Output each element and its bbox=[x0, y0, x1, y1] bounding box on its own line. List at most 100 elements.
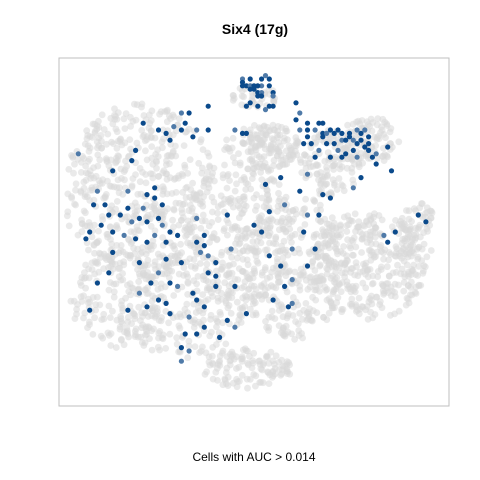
high-auc-cell-point bbox=[186, 110, 192, 116]
background-cell-point bbox=[248, 157, 256, 165]
background-cell-point bbox=[119, 270, 126, 277]
background-cell-point bbox=[134, 226, 141, 234]
high-auc-cell-point bbox=[152, 195, 158, 201]
background-cell-point bbox=[331, 179, 338, 187]
background-cell-point bbox=[388, 287, 396, 295]
high-auc-cell-point bbox=[262, 107, 269, 113]
high-auc-cell-point bbox=[87, 307, 93, 313]
background-cell-point bbox=[133, 101, 141, 109]
background-cell-point bbox=[129, 285, 137, 292]
background-cell-point bbox=[239, 139, 247, 147]
high-auc-cell-point bbox=[213, 273, 219, 279]
background-cell-point bbox=[331, 275, 339, 283]
background-cell-point bbox=[199, 343, 206, 351]
background-cell-point bbox=[296, 156, 304, 164]
background-cell-point bbox=[348, 295, 356, 303]
high-auc-cell-point bbox=[362, 127, 368, 133]
background-cell-point bbox=[245, 361, 252, 369]
background-cell-point bbox=[343, 228, 351, 235]
background-cell-point bbox=[106, 206, 114, 214]
high-auc-cell-point bbox=[324, 141, 330, 147]
background-cell-point bbox=[323, 316, 331, 324]
background-cell-point bbox=[88, 259, 96, 267]
background-cell-point bbox=[249, 165, 257, 172]
background-cell-point bbox=[226, 177, 233, 185]
high-auc-cell-point bbox=[366, 134, 372, 140]
background-cell-point bbox=[399, 245, 407, 253]
background-cell-point bbox=[262, 264, 269, 271]
background-cell-point bbox=[354, 306, 361, 314]
background-cell-point bbox=[71, 315, 79, 322]
background-cell-point bbox=[238, 92, 246, 100]
background-cell-point bbox=[374, 273, 382, 280]
background-cell-point bbox=[241, 230, 249, 238]
background-cell-point bbox=[252, 372, 260, 380]
high-auc-cell-point bbox=[163, 300, 169, 306]
high-auc-cell-point bbox=[270, 93, 276, 99]
background-cell-point bbox=[184, 309, 192, 317]
background-cell-point bbox=[105, 253, 112, 260]
background-cell-point bbox=[272, 235, 279, 243]
background-cell-point bbox=[234, 233, 242, 241]
background-cell-point bbox=[265, 296, 273, 304]
background-cell-point bbox=[96, 156, 104, 164]
background-cell-point bbox=[236, 159, 244, 167]
high-auc-cell-point bbox=[182, 120, 188, 126]
background-cell-point bbox=[273, 218, 281, 226]
background-cell-point bbox=[423, 253, 431, 261]
background-cell-point bbox=[255, 141, 263, 149]
background-cell-point bbox=[368, 127, 376, 135]
background-cell-point bbox=[346, 216, 353, 224]
background-cell-point bbox=[113, 145, 121, 152]
high-auc-cell-point bbox=[304, 120, 311, 126]
background-cell-point bbox=[278, 356, 285, 364]
background-cell-point bbox=[260, 153, 268, 161]
background-cell-point bbox=[184, 280, 192, 287]
background-cell-point bbox=[405, 215, 413, 223]
background-cell-point bbox=[239, 268, 247, 275]
background-cell-point bbox=[138, 126, 146, 134]
background-cell-point bbox=[223, 271, 231, 278]
background-cell-point bbox=[148, 346, 156, 354]
background-cell-point bbox=[311, 198, 318, 205]
background-cell-point bbox=[179, 214, 187, 221]
background-cell-point bbox=[387, 125, 395, 132]
background-cell-point bbox=[250, 170, 257, 178]
background-cell-point bbox=[318, 244, 325, 252]
background-cell-point bbox=[183, 270, 190, 278]
background-cell-point bbox=[274, 207, 281, 215]
background-cell-point bbox=[180, 142, 188, 150]
background-cell-point bbox=[325, 309, 333, 317]
background-cell-point bbox=[214, 209, 221, 217]
background-cell-point bbox=[80, 178, 88, 186]
high-auc-cell-point bbox=[167, 280, 173, 286]
high-auc-cell-point bbox=[178, 127, 184, 133]
background-cell-point bbox=[351, 284, 358, 292]
high-auc-cell-point bbox=[339, 130, 345, 136]
background-cell-point bbox=[159, 191, 167, 198]
background-cell-point bbox=[86, 298, 94, 306]
background-cell-point bbox=[301, 221, 309, 228]
background-cell-point bbox=[183, 300, 191, 308]
high-auc-cell-point bbox=[354, 154, 360, 160]
background-cell-point bbox=[82, 209, 89, 217]
high-auc-cell-point bbox=[167, 311, 173, 317]
background-cell-point bbox=[209, 255, 216, 263]
background-cell-point bbox=[136, 165, 144, 172]
background-cell-point bbox=[224, 231, 231, 239]
background-cell-point bbox=[214, 216, 222, 224]
high-auc-cell-point bbox=[178, 358, 184, 364]
background-cell-point bbox=[98, 213, 106, 220]
background-cell-point bbox=[181, 161, 189, 169]
background-cell-point bbox=[252, 382, 259, 390]
background-cell-point bbox=[322, 228, 330, 236]
background-cell-point bbox=[231, 275, 239, 283]
background-cell-point bbox=[107, 263, 114, 270]
background-cell-point bbox=[335, 175, 343, 182]
background-cell-point bbox=[329, 162, 336, 170]
background-cell-point bbox=[299, 334, 306, 342]
background-cell-point bbox=[228, 253, 236, 261]
background-cell-point bbox=[125, 152, 133, 160]
background-cell-point bbox=[240, 193, 248, 200]
